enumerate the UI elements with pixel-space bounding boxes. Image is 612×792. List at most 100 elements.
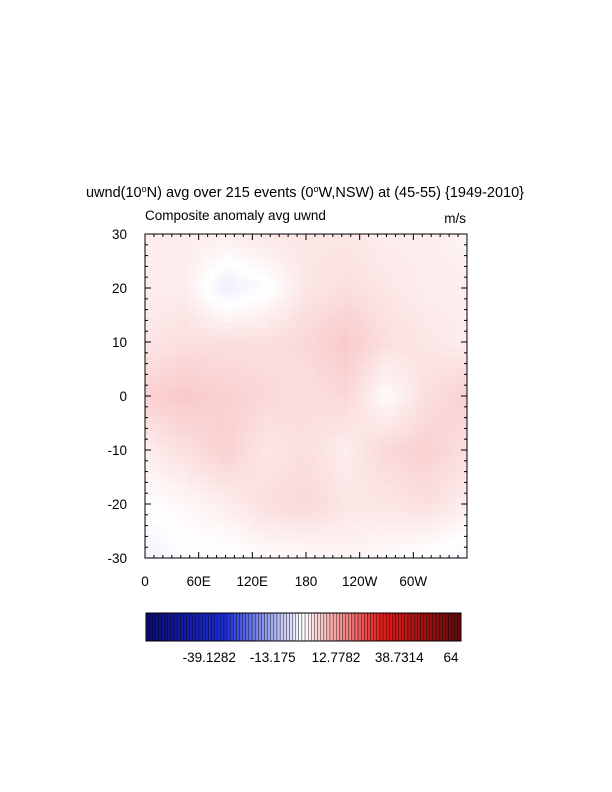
heatmap-cell: [375, 436, 382, 444]
heatmap-cell: [359, 463, 366, 471]
heatmap-cell: [263, 382, 270, 390]
heatmap-cell: [327, 436, 334, 444]
heatmap-cell: [375, 315, 382, 323]
heatmap-cell: [289, 382, 296, 390]
heatmap-cell: [322, 409, 329, 417]
heatmap-cell: [348, 463, 355, 471]
heatmap-cell: [306, 308, 312, 316]
heatmap-cell: [316, 301, 323, 309]
heatmap-cell: [182, 504, 189, 512]
heatmap-cell: [316, 294, 323, 303]
heatmap-cell: [418, 288, 425, 296]
heatmap-cell: [273, 531, 280, 539]
heatmap-cell: [402, 328, 409, 336]
heatmap-cell: [284, 301, 291, 309]
heatmap-cell: [338, 369, 345, 377]
heatmap-cell: [300, 443, 307, 451]
heatmap-cell: [413, 429, 420, 438]
heatmap-cell: [150, 483, 157, 492]
heatmap-cell: [225, 261, 232, 269]
heatmap-cell: [241, 308, 248, 316]
heatmap-cell: [171, 490, 178, 498]
heatmap-cell: [279, 247, 286, 255]
heatmap-cell: [450, 477, 457, 485]
heatmap-cell: [161, 490, 168, 498]
heatmap-cell: [204, 517, 210, 525]
heatmap-cell: [289, 355, 296, 363]
heatmap-cell: [295, 463, 302, 471]
heatmap-cell: [327, 537, 334, 546]
heatmap-cell: [424, 463, 431, 471]
heatmap-cell: [177, 281, 184, 289]
heatmap-cell: [161, 517, 168, 525]
heatmap-cell: [187, 342, 194, 350]
heatmap-cell: [198, 497, 205, 505]
heatmap-cell: [198, 436, 205, 444]
heatmap-cell: [182, 362, 189, 370]
heatmap-cell: [182, 490, 189, 498]
heatmap-cell: [365, 288, 371, 296]
heatmap-cell: [445, 416, 452, 424]
heatmap-cell: [263, 315, 270, 323]
heatmap-cell: [316, 375, 323, 384]
heatmap-cell: [187, 450, 194, 458]
heatmap-cell: [300, 537, 307, 546]
heatmap-cell: [327, 524, 334, 532]
heatmap-cell: [145, 436, 151, 444]
heatmap-cell: [177, 301, 184, 309]
colorbar-box: [283, 612, 287, 642]
heatmap-cell: [402, 429, 409, 438]
heatmap-cell: [397, 274, 404, 282]
heatmap-cell: [225, 416, 232, 424]
heatmap-cell: [424, 396, 431, 404]
heatmap-cell: [171, 382, 178, 390]
heatmap-cell: [166, 423, 173, 431]
heatmap-cell: [445, 240, 452, 249]
heatmap-cell: [279, 294, 286, 303]
heatmap-cell: [177, 463, 184, 471]
heatmap-cell: [273, 254, 280, 262]
heatmap-cell: [450, 321, 457, 330]
heatmap-cell: [397, 443, 404, 451]
heatmap-cell: [316, 382, 323, 390]
heatmap-cell: [348, 544, 355, 552]
heatmap-cell: [279, 409, 286, 417]
heatmap-cell: [370, 504, 377, 512]
heatmap-cell: [241, 470, 248, 478]
heatmap-cell: [177, 396, 184, 404]
heatmap-cell: [407, 281, 414, 289]
heatmap-cell: [332, 497, 339, 505]
heatmap-cell: [268, 308, 275, 316]
heatmap-cell: [338, 537, 345, 546]
heatmap-cell: [300, 423, 307, 431]
heatmap-cell: [284, 315, 291, 323]
heatmap-cell: [450, 497, 457, 505]
heatmap-cell: [177, 234, 184, 242]
heatmap-cell: [295, 315, 302, 323]
heatmap-cell: [434, 402, 441, 411]
colorbar-box: [432, 612, 437, 642]
colorbar-box: [295, 612, 299, 642]
heatmap-cell: [263, 308, 270, 316]
heatmap-cell: [204, 281, 210, 289]
heatmap-cell: [193, 294, 200, 303]
heatmap-cell: [230, 450, 237, 458]
heatmap-cell: [273, 301, 280, 309]
heatmap-cell: [322, 477, 329, 485]
heatmap-cell: [461, 443, 468, 451]
heatmap-cell: [230, 274, 237, 282]
heatmap-cell: [241, 463, 248, 471]
heatmap-cell: [220, 348, 227, 357]
heatmap-cell: [289, 531, 296, 539]
heatmap-cell: [429, 369, 436, 377]
heatmap-cell: [332, 463, 339, 471]
heatmap-cell: [424, 294, 431, 303]
heatmap-cell: [209, 423, 216, 431]
heatmap-cell: [370, 429, 377, 438]
heatmap-cell: [263, 335, 270, 343]
heatmap-cell: [209, 321, 216, 330]
heatmap-cell: [445, 396, 452, 404]
heatmap-cell: [284, 544, 291, 552]
heatmap-cell: [381, 321, 388, 330]
heatmap-cell: [257, 463, 264, 471]
